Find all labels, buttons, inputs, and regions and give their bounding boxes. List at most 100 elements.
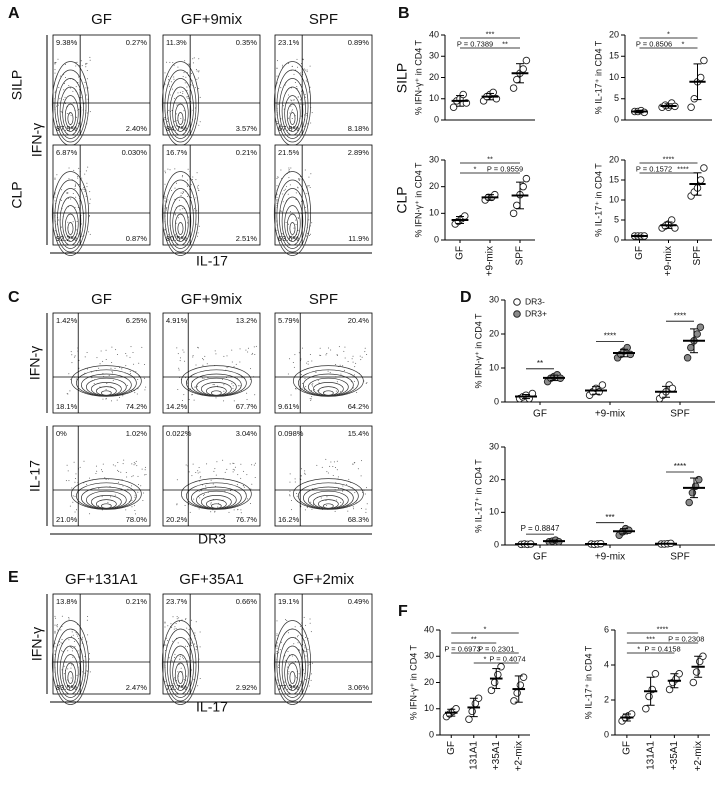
event-dot <box>304 206 306 208</box>
event-dot <box>166 61 168 63</box>
data-point <box>513 75 521 84</box>
event-dot <box>336 499 338 501</box>
data-point <box>700 56 708 65</box>
event-dot <box>291 655 293 657</box>
event-dot <box>134 494 136 496</box>
y-axis-label: % IFN-γ⁺ in CD4 T <box>408 644 418 720</box>
event-dot <box>131 499 133 501</box>
row-label: CLP <box>394 186 410 213</box>
event-dot <box>72 501 74 503</box>
event-dot <box>174 214 176 216</box>
event-dot <box>191 375 193 377</box>
event-dot <box>182 193 184 195</box>
event-dot <box>347 360 349 362</box>
contour <box>62 654 79 691</box>
event-dot <box>289 184 291 186</box>
event-dot <box>54 196 56 198</box>
event-dot <box>56 624 58 626</box>
quadrant-percent: 74.2% <box>126 402 148 411</box>
event-dot <box>223 400 225 402</box>
event-dot <box>179 209 181 211</box>
event-dot <box>86 352 88 354</box>
x-tick-label: SPF <box>670 409 689 420</box>
event-dot <box>83 460 85 462</box>
event-dot <box>85 170 87 172</box>
quadrant-percent: 3.57% <box>236 124 258 133</box>
event-dot <box>134 392 136 394</box>
event-dot <box>182 92 184 94</box>
event-dot <box>105 478 107 480</box>
event-dot <box>311 360 313 362</box>
event-dot <box>190 642 192 644</box>
y-tick-label: 20 <box>489 328 499 338</box>
significance-label: P = 0.2308 <box>668 634 704 643</box>
event-dot <box>112 464 114 466</box>
y-tick-label: 30 <box>489 441 499 451</box>
event-dot <box>174 626 176 628</box>
event-dot <box>339 364 341 366</box>
contour <box>67 671 74 684</box>
event-dot <box>85 87 87 89</box>
event-dot <box>74 481 76 483</box>
event-dot <box>171 660 173 662</box>
event-dot <box>54 62 56 64</box>
event-dot <box>86 186 88 188</box>
event-dot <box>296 493 298 495</box>
y-axis-label: % IFN-γ⁺ in CD4 T <box>473 313 483 389</box>
event-dot <box>300 103 302 105</box>
event-dot <box>309 663 311 665</box>
quadrant-percent: 0.66% <box>236 597 258 606</box>
event-dot <box>54 200 56 202</box>
event-dot <box>177 92 179 94</box>
event-dot <box>60 226 62 228</box>
event-dot <box>192 356 194 358</box>
event-dot <box>326 505 328 507</box>
event-dot <box>327 370 329 372</box>
event-dot <box>175 627 177 629</box>
data-point <box>645 692 653 701</box>
event-dot <box>197 472 199 474</box>
event-dot <box>309 187 311 189</box>
column-title: GF <box>91 291 112 308</box>
event-dot <box>354 366 356 368</box>
contour <box>59 86 82 136</box>
event-dot <box>190 645 192 647</box>
event-dot <box>308 185 310 187</box>
event-dot <box>335 364 337 366</box>
event-dot <box>61 615 63 617</box>
event-dot <box>77 233 79 235</box>
event-dot <box>74 495 76 497</box>
event-dot <box>54 624 56 626</box>
event-dot <box>189 511 191 513</box>
event-dot <box>164 229 166 231</box>
event-dot <box>226 367 228 369</box>
event-dot <box>309 86 311 88</box>
event-dot <box>78 198 80 200</box>
quadrant-percent: 21.5% <box>278 148 300 157</box>
event-dot <box>190 184 192 186</box>
event-dot <box>193 678 195 680</box>
event-dot <box>176 503 178 505</box>
x-tick-label: +9-mix <box>663 246 674 276</box>
event-dot <box>183 110 185 112</box>
event-dot <box>181 656 183 658</box>
event-dot <box>366 382 368 384</box>
event-dot <box>286 666 288 668</box>
event-dot <box>311 112 313 114</box>
quadrant-percent: 92.2% <box>56 234 78 243</box>
event-dot <box>254 462 256 464</box>
panel-letter: C <box>8 289 20 306</box>
event-dot <box>179 656 181 658</box>
event-dot <box>288 663 290 665</box>
event-dot <box>164 117 166 119</box>
contour <box>161 171 200 256</box>
event-dot <box>280 210 282 212</box>
event-dot <box>356 391 358 393</box>
event-dot <box>191 394 193 396</box>
event-dot <box>54 177 56 179</box>
event-dot <box>81 638 83 640</box>
event-dot <box>288 671 290 673</box>
event-dot <box>75 117 77 119</box>
event-dot <box>78 108 80 110</box>
